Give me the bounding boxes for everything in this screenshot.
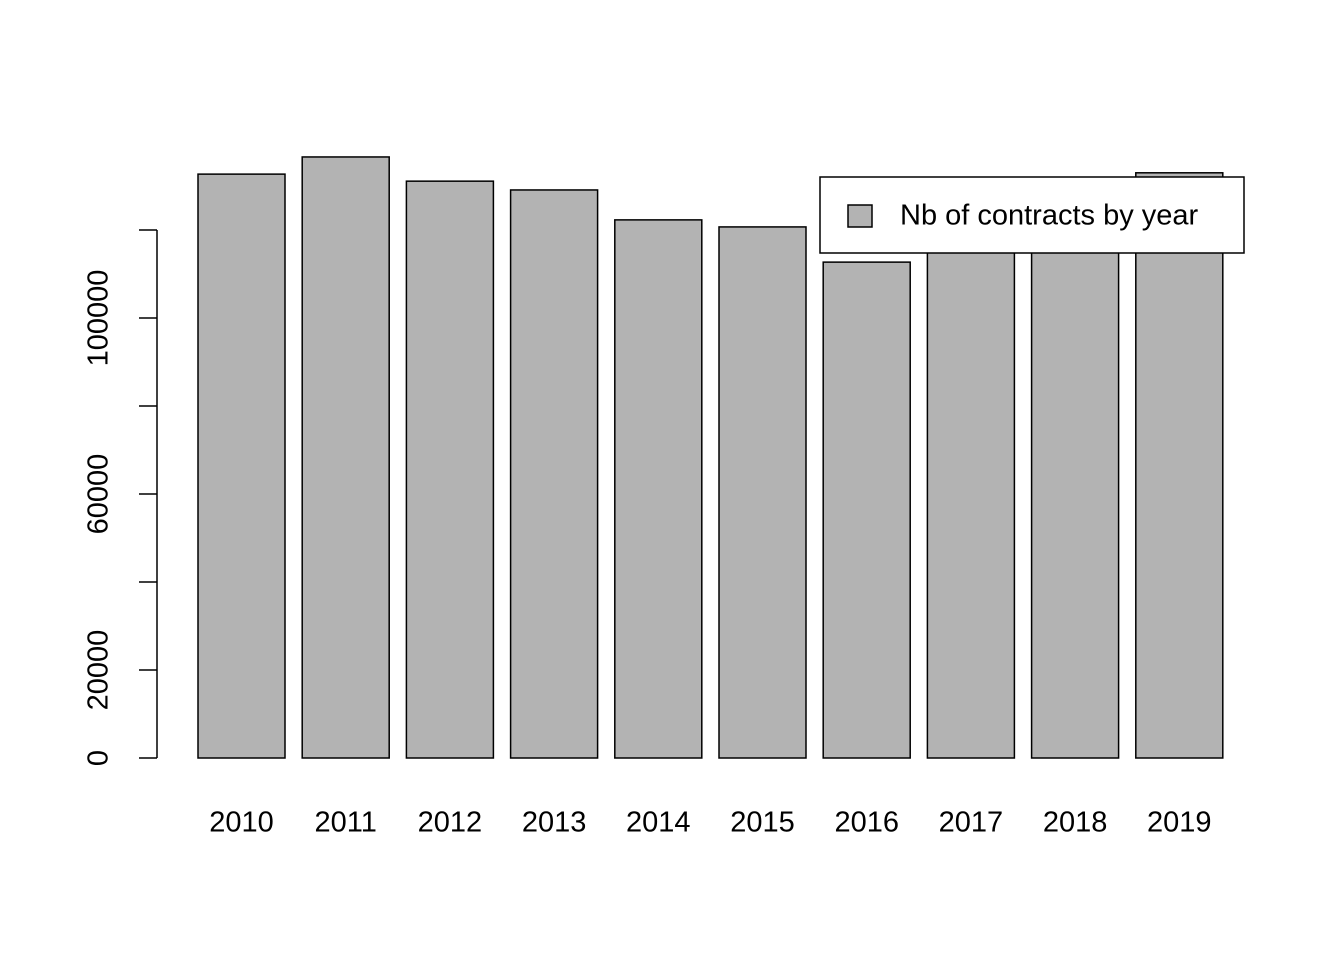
x-tick-label: 2010 [209,807,274,839]
x-tick-label: 2015 [730,807,795,839]
y-tick-label: 0 [83,750,115,766]
x-tick-label: 2011 [315,807,377,839]
y-tick-label: 20000 [83,630,115,711]
x-tick-label: 2018 [1043,807,1108,839]
bar [822,261,911,759]
y-tick-label: 100000 [83,270,115,367]
bar [301,156,390,759]
bar [405,180,495,759]
bar [1030,211,1120,759]
bar [614,219,703,759]
x-tick-label: 2016 [834,807,899,839]
bar [718,226,807,759]
y-tick-label: 60000 [83,454,115,535]
bar [926,224,1016,759]
legend-swatch [847,204,873,228]
x-tick-label: 2014 [626,807,691,839]
x-tick-label: 2013 [522,807,587,839]
legend-box [819,176,1245,254]
x-tick-label: 2019 [1147,807,1212,839]
bar [197,173,286,759]
legend-label: Nb of contracts by year [900,200,1199,232]
bar [509,189,599,759]
bar [1135,172,1224,759]
x-tick-label: 2012 [418,807,483,839]
x-tick-label: 2017 [939,807,1004,839]
